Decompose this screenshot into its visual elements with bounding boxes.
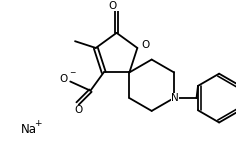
Text: O: O <box>60 74 68 84</box>
Text: O: O <box>141 40 150 50</box>
Text: −: − <box>69 68 75 77</box>
Text: O: O <box>109 0 117 11</box>
Text: Na: Na <box>21 123 37 136</box>
Text: N: N <box>171 93 179 103</box>
Text: O: O <box>74 105 83 115</box>
Text: +: + <box>34 119 41 128</box>
